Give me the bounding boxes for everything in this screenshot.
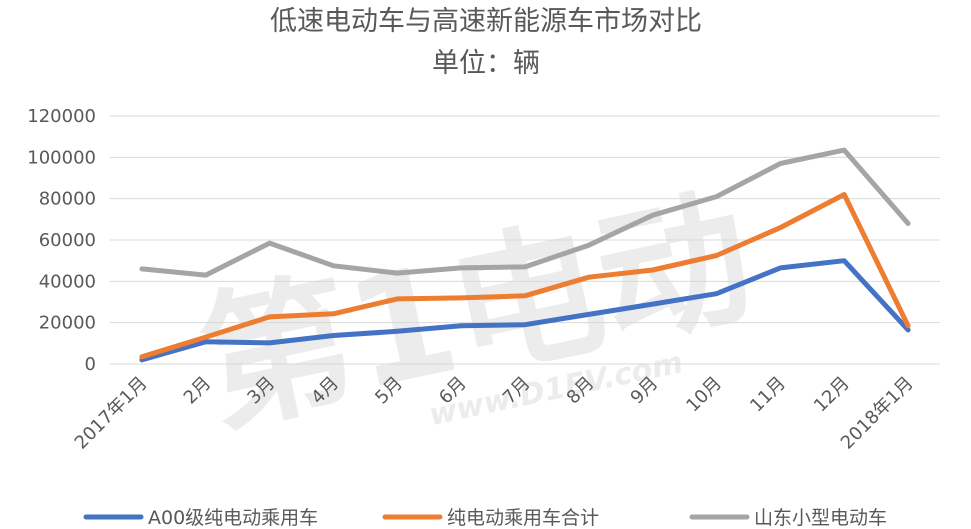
y-tick-label: 100000	[27, 147, 96, 168]
x-tick-label: 12月	[810, 373, 854, 417]
legend-label: 纯电动乘用车合计	[447, 507, 599, 529]
x-tick-label: 10月	[682, 373, 726, 417]
series-line-2	[139, 192, 911, 360]
series-line-3	[139, 147, 911, 278]
legend-label: A00级纯电动乘用车	[148, 507, 318, 529]
y-tick-label: 80000	[39, 189, 96, 210]
legend-label: 山东小型电动车	[754, 507, 887, 529]
x-tick-label: 2017年1月	[71, 373, 152, 454]
y-axis-labels: 0 20000 40000 60000 80000 100000 120000	[27, 106, 96, 375]
chart-subtitle: 单位：辆	[432, 48, 540, 79]
y-tick-label: 0	[85, 354, 96, 375]
watermark: 第1电动 www.D1EV.com	[187, 170, 765, 455]
y-tick-label: 120000	[27, 106, 96, 127]
y-tick-label: 40000	[39, 271, 96, 292]
chart-title: 低速电动车与高速新能源车市场对比	[270, 6, 702, 37]
y-tick-label: 60000	[39, 230, 96, 251]
x-tick-label: 11月	[746, 373, 790, 417]
legend: A00级纯电动乘用车 纯电动乘用车合计 山东小型电动车	[83, 507, 887, 529]
series-lines	[139, 147, 911, 363]
series-line-1	[139, 258, 911, 363]
y-tick-label: 20000	[39, 313, 96, 334]
